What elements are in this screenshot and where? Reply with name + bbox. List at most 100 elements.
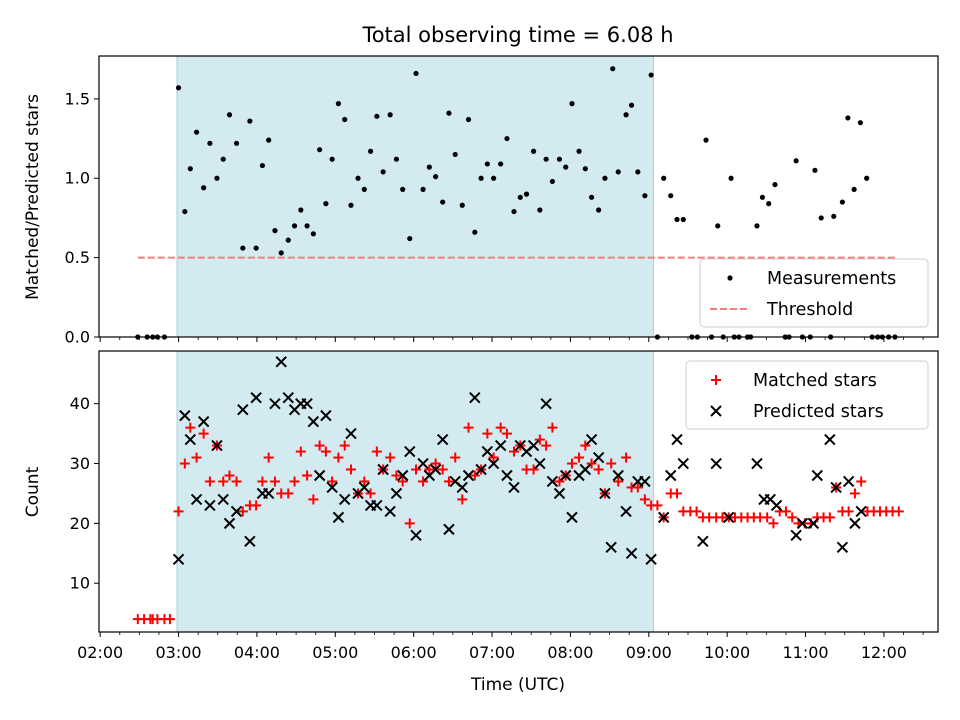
measurement-point	[220, 156, 226, 162]
matched-star-point	[574, 452, 585, 463]
predicted-star-stroke	[262, 487, 275, 500]
predicted-star-point	[469, 391, 481, 404]
predicted-star-point	[384, 505, 396, 518]
matched-star-point	[501, 428, 512, 439]
matched-star-point	[672, 488, 683, 499]
predicted-star-point	[269, 397, 281, 410]
predicted-star-point	[723, 511, 735, 524]
predicted-star-point	[770, 499, 783, 512]
predicted-star-point	[481, 445, 494, 458]
matched-star-point	[593, 464, 604, 475]
predicted-star-point	[443, 523, 455, 536]
measurement-point	[537, 207, 543, 213]
measurement-point	[226, 112, 233, 118]
matched-star-point	[528, 464, 539, 475]
predicted-star-point	[807, 517, 820, 530]
matched-star-point	[632, 482, 643, 493]
predicted-star-point	[612, 469, 624, 482]
predicted-star-point	[338, 493, 351, 506]
matched-star-point	[224, 470, 235, 481]
measurement-point	[472, 229, 478, 235]
matched-star-point	[787, 512, 798, 523]
measurement-point	[393, 156, 400, 162]
measurement-point	[387, 112, 393, 118]
x-tick-label: 05:00	[312, 643, 358, 662]
measurement-point	[440, 199, 446, 205]
matched-star-point	[606, 458, 617, 469]
measurement-point	[523, 191, 530, 197]
matched-star-point	[469, 470, 480, 481]
predicted-star-point	[566, 511, 578, 524]
predicted-star-stroke	[677, 457, 689, 470]
matched-star-point	[339, 440, 350, 451]
legend-label: Threshold	[766, 300, 853, 320]
matched-star-point	[893, 506, 904, 517]
y-tick-label: 1.0	[65, 169, 90, 188]
measurement-point	[214, 175, 220, 181]
predicted-star-point	[396, 469, 409, 482]
predicted-star-point	[282, 391, 294, 404]
matched-star-point	[269, 476, 280, 487]
predicted-star-point	[262, 487, 275, 500]
predicted-star-point	[830, 481, 842, 494]
predicted-star-point	[190, 493, 203, 506]
measurement-point	[728, 175, 734, 181]
ratio-panel-ylabel: Matched/Predicted stars	[23, 94, 43, 300]
predicted-star-point	[553, 487, 566, 500]
matched-star-point	[613, 476, 624, 487]
matched-star-point	[404, 518, 415, 529]
x-tick-label: 09:00	[626, 643, 672, 662]
predicted-star-point	[487, 457, 500, 470]
measurement-point	[361, 186, 367, 192]
matched-star-point	[768, 518, 779, 529]
count-panel: Count 10 20 30 40 02:00 03:00 04:00 05:00 06:00 0…	[23, 350, 939, 662]
predicted-star-stroke	[824, 433, 836, 446]
matched-star-point	[762, 512, 773, 523]
predicted-star-stroke	[282, 391, 294, 404]
matched-star-point	[547, 422, 558, 433]
predicted-star-point	[849, 517, 861, 530]
measurement-point	[504, 135, 510, 142]
measurement-point	[187, 166, 193, 172]
predicted-star-point	[436, 433, 449, 446]
measurement-point	[845, 115, 851, 121]
measurement-point	[511, 208, 517, 215]
predicted-star-stroke	[462, 469, 475, 482]
matched-star-point	[541, 440, 552, 451]
predicted-star-point	[540, 397, 552, 410]
predicted-star-point	[320, 409, 332, 422]
matched-star-point	[554, 476, 565, 487]
predicted-star-point	[179, 409, 191, 422]
predicted-star-stroke	[665, 469, 677, 482]
measurement-point	[491, 175, 497, 181]
predicted-star-stroke	[217, 493, 229, 506]
matched-star-point	[397, 476, 408, 487]
predicted-star-point	[508, 481, 520, 494]
predicted-star-point	[639, 475, 651, 488]
legend: Matched stars Predicted stars	[685, 360, 929, 430]
measurement-point	[596, 207, 602, 213]
measurement-point	[348, 202, 354, 208]
predicted-star-stroke	[384, 505, 396, 518]
predicted-star-stroke	[842, 475, 855, 488]
matched-star-point	[566, 458, 577, 469]
measurement-point	[839, 199, 845, 205]
predicted-star-stroke	[540, 397, 552, 410]
predicted-star-point	[527, 439, 540, 452]
predicted-star-point	[546, 475, 559, 488]
measurement-point	[582, 166, 588, 172]
measurement-point	[715, 223, 721, 229]
predicted-star-stroke	[244, 535, 256, 548]
predicted-star-stroke	[811, 469, 824, 482]
predicted-star-point	[371, 499, 383, 512]
predicted-star-point	[645, 553, 657, 565]
predicted-star-point	[204, 499, 216, 512]
predicted-star-stroke	[830, 481, 842, 494]
matched-star-point	[231, 476, 242, 487]
predicted-star-stroke	[275, 356, 287, 368]
matched-star-point	[482, 428, 493, 439]
matched-star-point	[843, 506, 854, 517]
predicted-star-point	[842, 475, 855, 488]
matched-star-point	[345, 464, 356, 475]
x-tick-label: 12:00	[861, 643, 907, 662]
